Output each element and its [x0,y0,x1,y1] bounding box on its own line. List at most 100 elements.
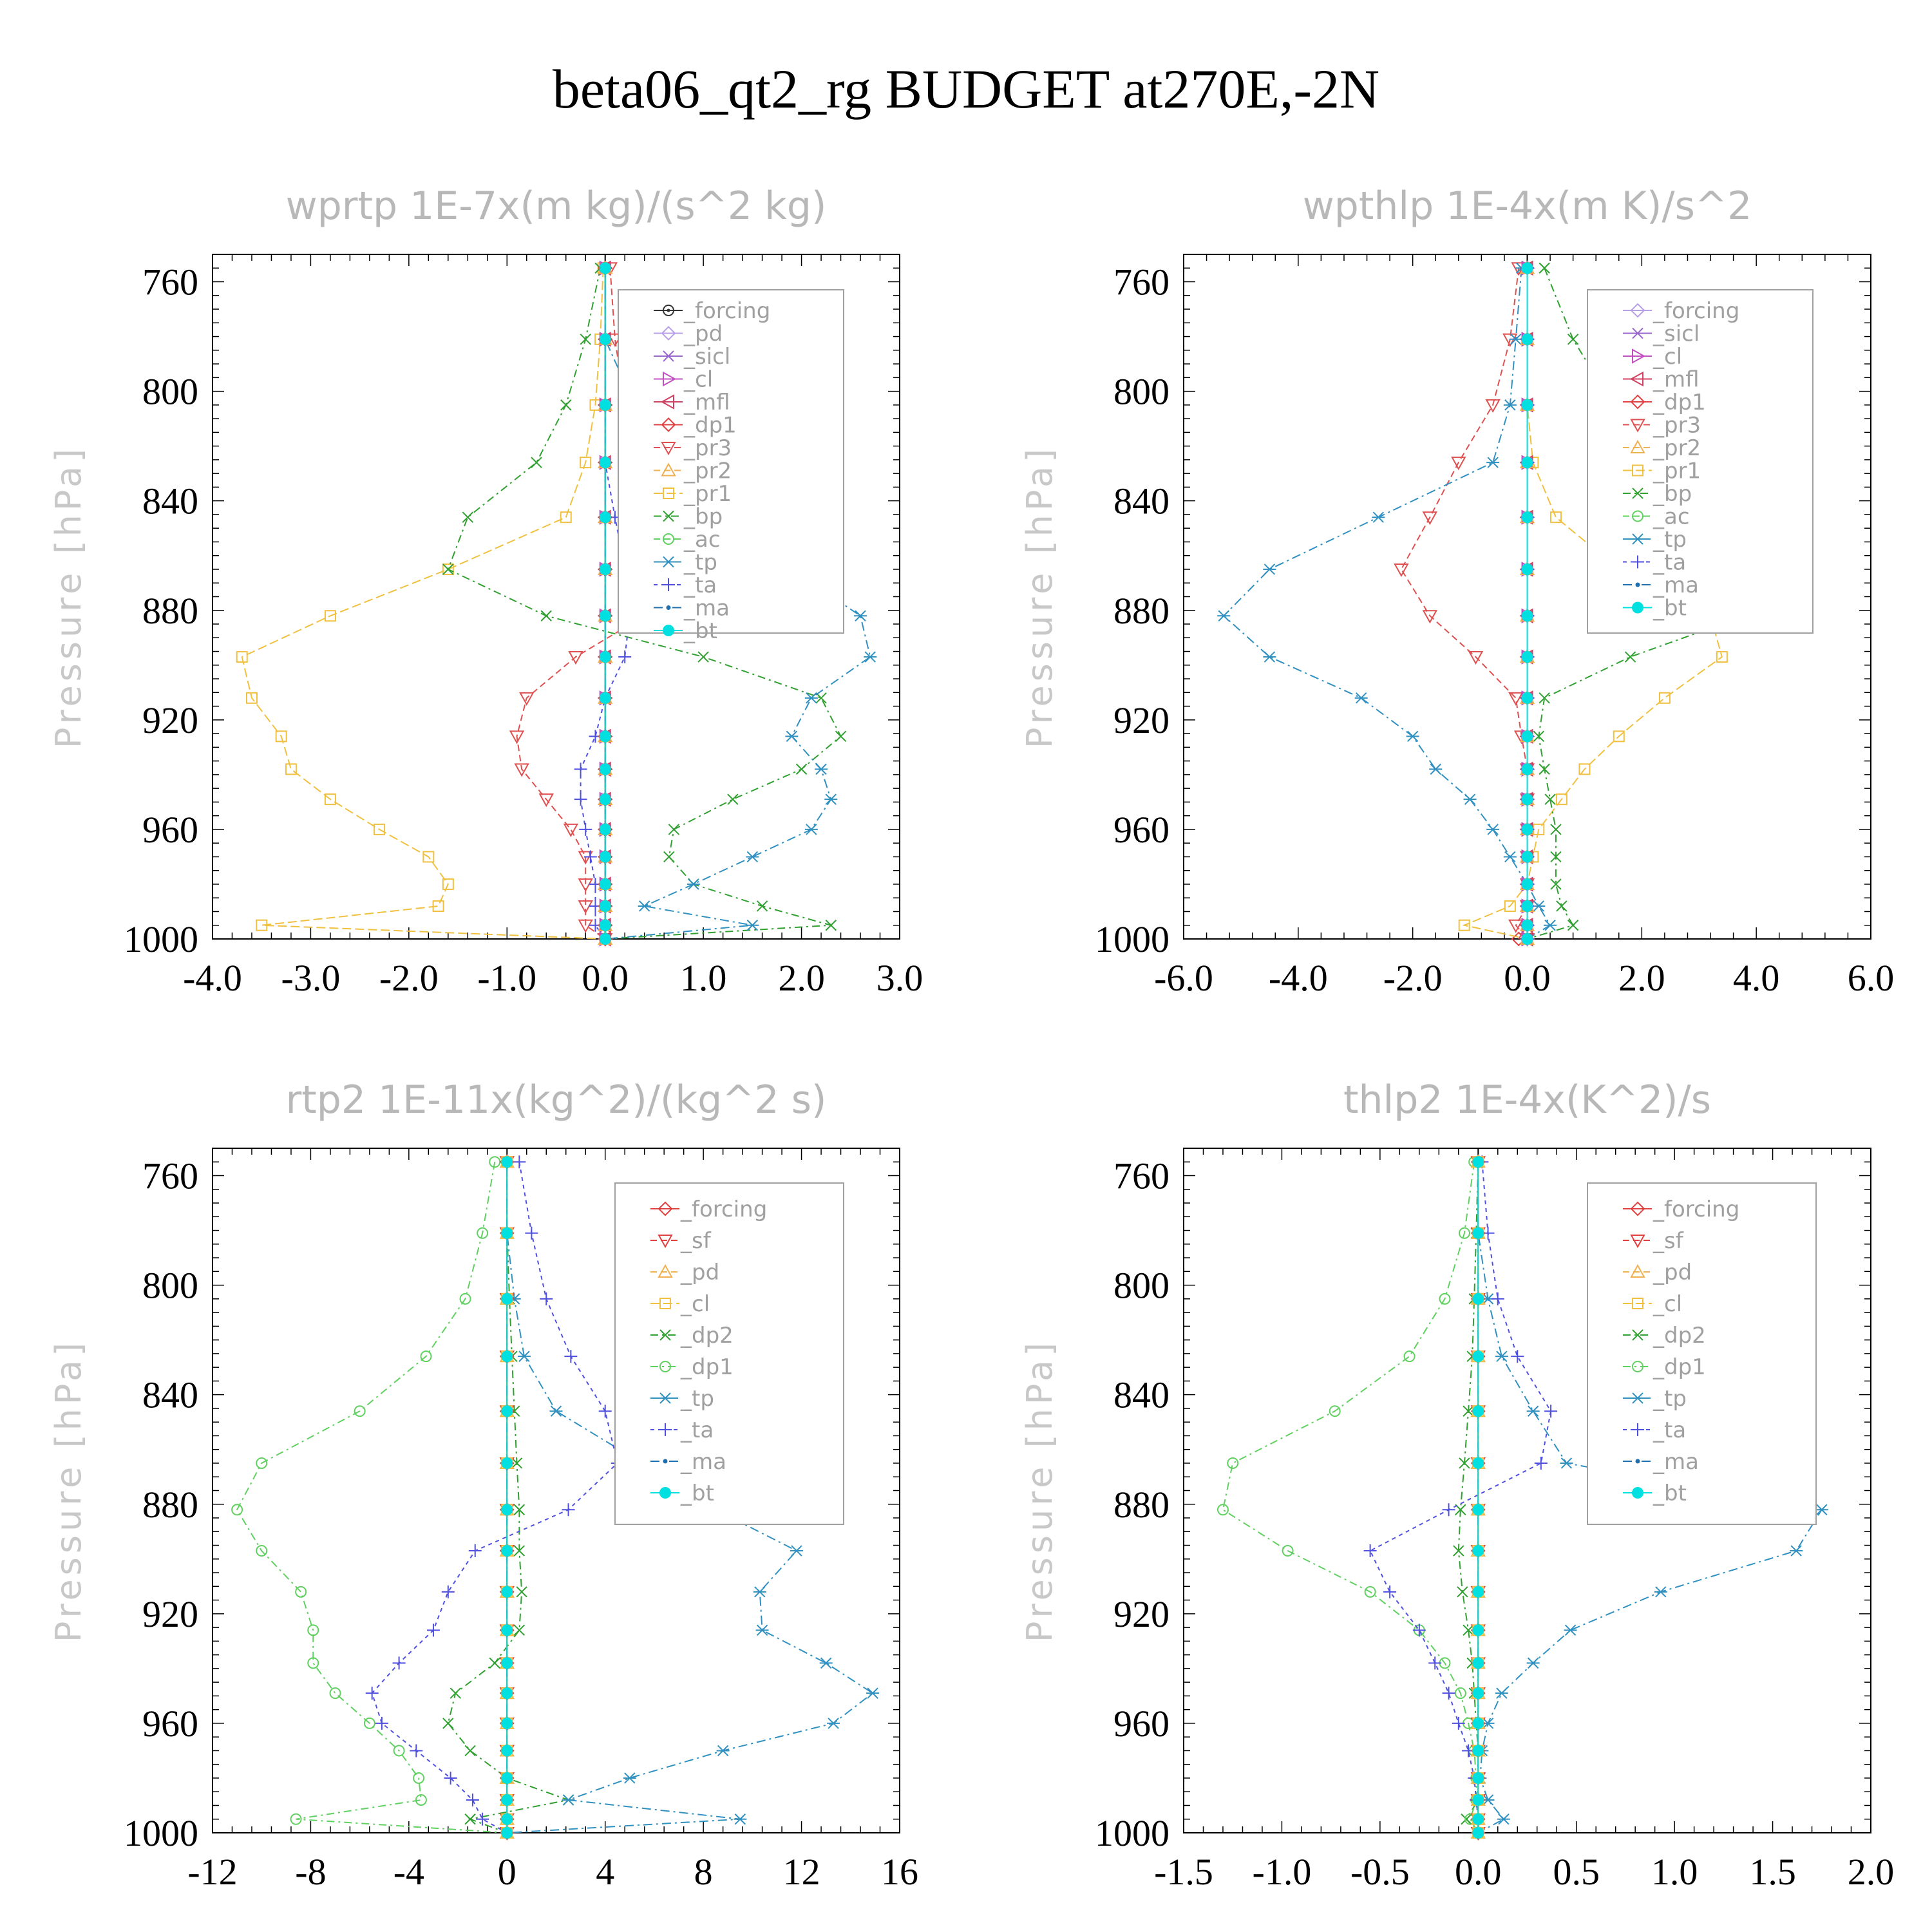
data-point [1263,651,1276,663]
y-tick-label: 1000 [1095,1812,1170,1854]
legend-label: _ma [683,596,730,621]
legend-label: _pr3 [1653,413,1701,439]
y-tick-label: 960 [142,809,198,851]
data-point [1463,1624,1474,1636]
panel-3: rtp2 1E-11x(kg^2)/(kg^2 s)76080084088092… [48,1077,918,1893]
y-tick-label: 800 [1113,1265,1170,1307]
data-point [1503,399,1517,411]
data-point [825,920,837,931]
legend-entry-ta: _ta [1623,1417,1686,1443]
data-point [599,399,611,411]
data-point [1521,651,1533,663]
data-point [580,334,591,345]
data-point [1613,730,1625,743]
legend-entry-pr3: _pr3 [654,435,732,461]
y-tick-label: 920 [1113,699,1170,741]
data-point [476,1812,489,1826]
legend-marker [1632,348,1646,364]
data-point [413,1772,425,1784]
x-tick-label: -0.5 [1350,1851,1410,1893]
data-point [574,762,587,776]
x-tick-label: 6.0 [1848,957,1895,999]
legend-marker [1630,1264,1645,1278]
data-point [441,1585,455,1598]
panel-title: wprtp 1E-7x(m kg)/(s^2 kg) [286,184,827,229]
x-tick-label: -2.0 [379,957,439,999]
legend-entry-cl: _cl [650,1291,710,1317]
legend-marker [1632,1329,1643,1341]
y-axis-label: Pressure [hPa] [1019,445,1060,748]
data-point [501,1827,513,1839]
data-point [1472,1717,1484,1729]
y-tick-label: 1000 [124,1812,198,1854]
series-dp1 [1217,1156,1484,1839]
series-line [1222,1162,1479,1833]
data-point [285,763,297,775]
legend-label: _ac [1653,504,1690,530]
legend-label: _pr2 [683,459,732,484]
data-point [599,823,611,835]
legend-marker [1631,327,1644,339]
legend-label: _mfl [683,390,730,415]
series-line [1518,268,1528,940]
y-axis-label: Pressure [hPa] [1019,1339,1060,1642]
series-line [447,268,842,940]
series-line [1400,268,1528,940]
panel-title: wpthlp 1E-4x(m K)/s^2 [1303,184,1752,229]
data-point [231,1504,243,1516]
data-point [501,1772,513,1784]
legend-label: _ta [683,573,717,598]
data-point [501,1745,513,1757]
legend-entry-cl: _cl [1623,344,1682,370]
figure-title: beta06_qt2_rg BUDGET at270E,-2N [552,58,1380,120]
y-tick-label: 840 [1113,1374,1170,1416]
legend-marker [663,625,674,636]
data-point [1504,900,1516,912]
data-point [513,1545,526,1557]
data-point [1472,1827,1484,1839]
y-tick-label: 800 [1113,371,1170,413]
y-tick-label: 920 [142,699,198,741]
legend-label: _sf [1653,1228,1684,1254]
series-dp1 [231,1156,513,1839]
data-point [1452,1716,1465,1730]
data-point [1521,793,1533,806]
data-point [599,563,611,575]
legend-label: _pd [1653,1260,1692,1285]
data-point [516,1586,527,1598]
data-point [501,1293,513,1305]
legend-box [618,289,844,634]
legend-entry-ma: _ma [650,1449,726,1475]
data-point [1526,1405,1540,1417]
data-point [1329,1405,1341,1417]
data-point [513,1155,526,1169]
series-line [371,1162,618,1833]
data-point [753,1586,766,1598]
legend-label: _sicl [1653,321,1700,347]
data-point [1472,1794,1484,1806]
data-point [1429,763,1443,775]
x-tick-label: -1.0 [1253,1851,1312,1893]
legend-label: _forcing [1653,1197,1739,1222]
series-dp2 [1453,1156,1484,1839]
legend-marker [1631,1423,1644,1436]
data-point [466,1793,479,1806]
legend-entry-forcing: _forcing [1623,1197,1739,1222]
data-point [1486,457,1500,468]
data-point [568,651,583,665]
data-point [1458,919,1470,931]
data-point [1472,1657,1484,1669]
legend-label: _pr1 [683,481,732,507]
data-point [464,1745,476,1757]
data-point [392,1656,406,1670]
data-point [599,933,611,945]
legend-marker [663,488,674,499]
data-point [1550,878,1562,890]
legend-label: _ta [1653,1417,1686,1443]
legend-label: _dp1 [680,1354,734,1380]
data-point [256,919,268,931]
data-point [578,878,593,893]
series-line [1222,268,1551,940]
x-tick-label: 0 [498,1851,516,1893]
